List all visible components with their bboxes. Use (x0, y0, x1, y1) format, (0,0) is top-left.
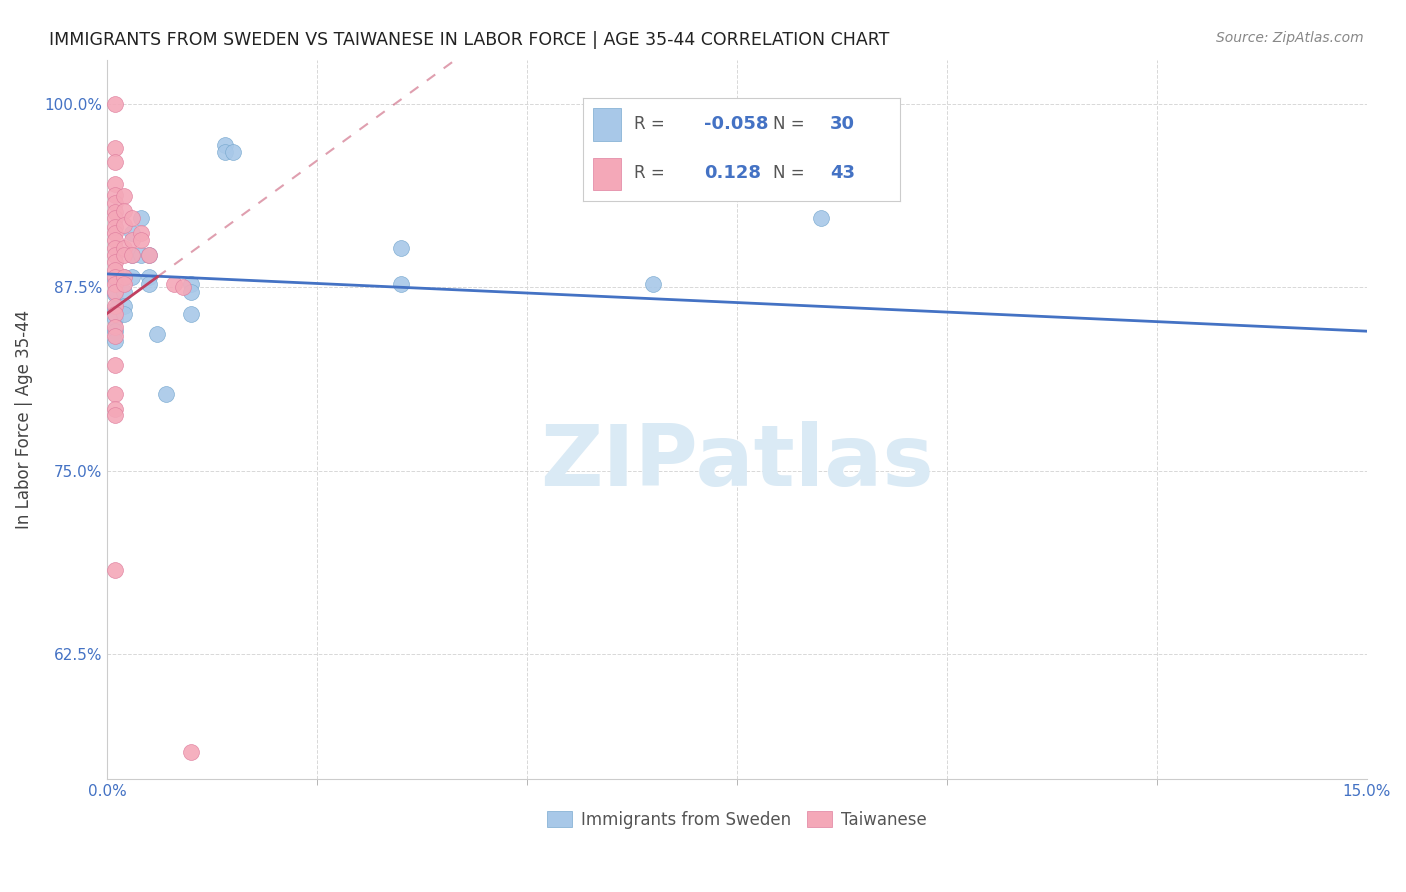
Point (104, 255, 127, 269)
Y-axis label: In Labor Force | Age 35-44: In Labor Force | Age 35-44 (15, 310, 32, 529)
Text: Source: ZipAtlas.com: Source: ZipAtlas.com (1216, 31, 1364, 45)
Point (121, 269, 143, 284)
Point (104, 408, 127, 422)
Point (121, 226, 143, 240)
FancyBboxPatch shape (593, 158, 621, 190)
Text: 43: 43 (830, 164, 855, 182)
Point (104, 287, 127, 301)
Point (138, 277, 160, 292)
Point (104, 334, 127, 349)
Point (180, 277, 202, 292)
Point (214, 145, 236, 159)
Text: N =: N = (773, 164, 804, 182)
Point (112, 248, 135, 262)
Point (641, 277, 664, 292)
Point (104, 248, 127, 262)
Point (104, 328, 127, 343)
Point (222, 145, 245, 159)
Point (104, 402, 127, 417)
Text: N =: N = (773, 115, 804, 133)
Text: ZIPatlas: ZIPatlas (540, 421, 934, 504)
Point (121, 248, 143, 262)
Point (104, 299, 127, 313)
Point (138, 269, 160, 284)
Point (104, 262, 127, 277)
Point (104, 285, 127, 299)
Point (104, 96, 127, 111)
Point (104, 358, 127, 372)
Point (129, 233, 152, 247)
Point (104, 387, 127, 401)
Point (104, 307, 127, 321)
FancyBboxPatch shape (593, 109, 621, 141)
Text: IMMIGRANTS FROM SWEDEN VS TAIWANESE IN LABOR FORCE | AGE 35-44 CORRELATION CHART: IMMIGRANTS FROM SWEDEN VS TAIWANESE IN L… (49, 31, 890, 49)
Point (104, 187, 127, 202)
Point (129, 248, 152, 262)
Point (104, 324, 127, 338)
Text: R =: R = (634, 115, 665, 133)
Point (155, 387, 177, 401)
Point (146, 327, 169, 342)
Point (104, 273, 127, 287)
Point (810, 211, 832, 226)
Point (112, 269, 135, 284)
Point (180, 307, 202, 321)
Point (180, 285, 202, 299)
Point (138, 248, 160, 262)
Point (112, 277, 135, 292)
Point (214, 137, 236, 152)
Point (104, 277, 127, 292)
Point (389, 240, 412, 254)
Point (104, 312, 127, 326)
Point (112, 240, 135, 254)
Point (104, 226, 127, 240)
Point (104, 240, 127, 254)
Point (104, 233, 127, 247)
Text: 0.128: 0.128 (704, 164, 761, 182)
Point (112, 269, 135, 284)
Point (104, 155, 127, 169)
Point (104, 269, 127, 284)
Point (112, 203, 135, 218)
Point (163, 277, 186, 292)
Point (172, 280, 194, 294)
Point (129, 211, 152, 226)
Point (104, 564, 127, 578)
Text: 30: 30 (830, 115, 855, 133)
Point (112, 219, 135, 233)
Point (180, 746, 202, 760)
Text: -0.058: -0.058 (704, 115, 768, 133)
Point (121, 233, 143, 247)
Point (112, 299, 135, 313)
Point (104, 196, 127, 211)
Point (104, 211, 127, 226)
Point (104, 141, 127, 155)
Point (138, 248, 160, 262)
Point (104, 178, 127, 192)
Point (104, 302, 127, 317)
Point (121, 248, 143, 262)
Legend: Immigrants from Sweden, Taiwanese: Immigrants from Sweden, Taiwanese (541, 804, 934, 835)
Point (104, 319, 127, 334)
Point (389, 277, 412, 292)
Point (129, 226, 152, 240)
Point (121, 211, 143, 226)
Point (112, 307, 135, 321)
Point (112, 285, 135, 299)
Point (104, 205, 127, 219)
Text: R =: R = (634, 164, 665, 182)
Point (112, 189, 135, 203)
Point (104, 219, 127, 234)
